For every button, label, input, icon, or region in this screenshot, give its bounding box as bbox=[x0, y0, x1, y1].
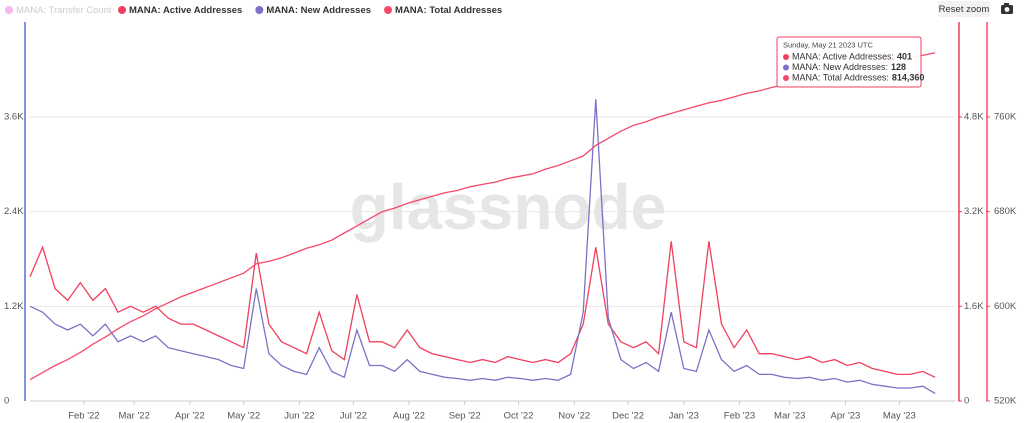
tooltip-label: MANA: Total Addresses: bbox=[792, 72, 889, 82]
legend-marker bbox=[118, 6, 126, 14]
series-line bbox=[29, 241, 936, 378]
y-tick-label: 2.4K bbox=[4, 206, 24, 217]
x-tick-label: Feb '23 bbox=[724, 411, 755, 422]
tooltip-box bbox=[776, 36, 922, 88]
x-tick-label: Apr '23 bbox=[831, 411, 861, 422]
y3-tick-label: 600K bbox=[994, 301, 1017, 312]
y-tick-label: 0 bbox=[4, 396, 9, 407]
x-tick-label: Sep '22 bbox=[449, 411, 481, 422]
y-tick-label: 1.2K bbox=[4, 301, 24, 312]
x-tick-label: Oct '22 bbox=[504, 411, 534, 422]
tooltip-marker bbox=[783, 54, 789, 60]
y-tick-label: 3.6K bbox=[4, 112, 24, 123]
x-tick-label: Aug '22 bbox=[393, 411, 425, 422]
y3-tick-label: 760K bbox=[994, 111, 1017, 122]
series-line bbox=[29, 99, 936, 394]
tooltip-label: MANA: Active Addresses: bbox=[792, 51, 894, 61]
x-tick-label: Mar '22 bbox=[118, 411, 149, 422]
x-tick-label: May '22 bbox=[227, 411, 260, 422]
legend-marker bbox=[255, 6, 264, 14]
x-tick-label: Jul '22 bbox=[340, 411, 367, 422]
tooltip-value: 814,360 bbox=[892, 72, 925, 82]
x-tick-label: May '23 bbox=[883, 411, 916, 422]
reset-zoom-button[interactable] bbox=[938, 1, 990, 17]
legend-marker bbox=[384, 6, 393, 14]
reset-zoom-label[interactable]: Reset zoom bbox=[939, 4, 990, 15]
tooltip: Sunday, May 21 2023 UTC MANA: Active Addr… bbox=[776, 36, 925, 88]
x-tick-label: Mar '23 bbox=[774, 411, 805, 422]
watermark: glassnode bbox=[350, 171, 667, 243]
y3-tick-label: 680K bbox=[994, 206, 1017, 217]
tooltip-marker bbox=[783, 75, 789, 81]
x-tick-label: Dec '22 bbox=[612, 411, 644, 422]
y2-tick-label: 3.2K bbox=[964, 206, 984, 217]
x-tick-label: Nov '22 bbox=[558, 411, 590, 422]
tooltip-marker bbox=[783, 64, 789, 71]
x-tick-label: Jan '23 bbox=[669, 411, 699, 422]
y2-tick-label: 0 bbox=[964, 396, 969, 407]
legend-label-disabled: MANA: Transfer Count bbox=[16, 5, 112, 16]
tooltip-value: 401 bbox=[897, 51, 912, 61]
legend-label[interactable]: MANA: Total Addresses bbox=[395, 5, 502, 16]
tooltip-label: MANA: New Addresses: bbox=[792, 62, 888, 72]
x-tick-label: Feb '22 bbox=[68, 411, 99, 422]
y2-tick-label: 1.6K bbox=[964, 301, 984, 312]
legend-marker bbox=[5, 6, 13, 14]
y3-tick-label: 520K bbox=[994, 396, 1017, 407]
x-tick-label: Apr '22 bbox=[175, 411, 205, 422]
tooltip-title: Sunday, May 21 2023 UTC bbox=[783, 40, 873, 49]
tooltip-value: 128 bbox=[891, 62, 906, 72]
y2-tick-label: 4.8K bbox=[964, 111, 984, 122]
legend-label[interactable]: MANA: New Addresses bbox=[266, 5, 371, 16]
camera-icon[interactable] bbox=[1001, 3, 1013, 14]
x-tick-label: Jun '22 bbox=[284, 411, 314, 422]
legend-label[interactable]: MANA: Active Addresses bbox=[129, 5, 242, 16]
